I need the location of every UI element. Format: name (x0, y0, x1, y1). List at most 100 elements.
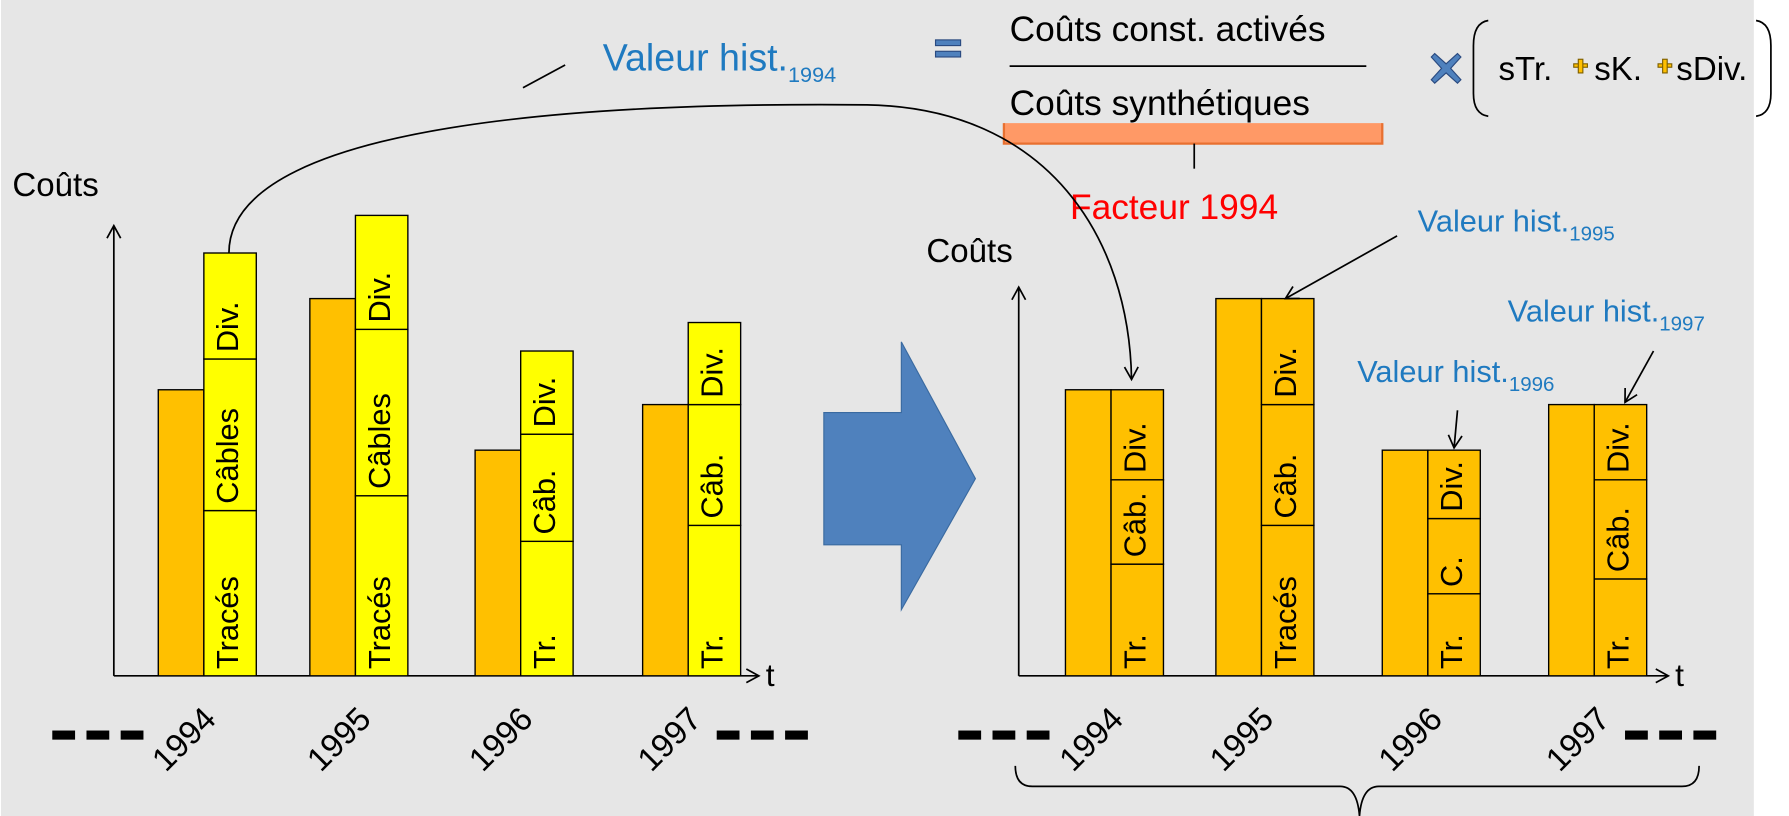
segment-label: Câb. (1268, 454, 1303, 519)
term: sDiv. (1676, 51, 1747, 88)
segment-label: Tracés (362, 576, 397, 669)
bar (1547, 403, 1595, 677)
segment-label: Tr. (1434, 634, 1469, 669)
bar (474, 449, 522, 677)
segment-label: Div. (362, 272, 397, 323)
segment-label: Div. (527, 377, 562, 428)
y-label: Coûts (12, 167, 98, 204)
dash (86, 730, 110, 740)
segment (1110, 563, 1165, 677)
segment-label: Div. (1434, 461, 1469, 512)
lhs-label: Valeur hist. (603, 37, 788, 79)
dash (958, 730, 982, 740)
annotation-arrow (1283, 235, 1398, 300)
paren-left (1472, 19, 1489, 118)
bar (641, 403, 689, 677)
times-icon (1430, 52, 1462, 84)
segment (354, 495, 409, 677)
equals-icon (934, 39, 962, 58)
segment-label: Câb. (1117, 492, 1152, 557)
segment-label: Div. (1117, 422, 1152, 473)
segment-label: Tracés (210, 576, 245, 669)
lhs-sub: 1994 (788, 62, 836, 87)
segment (520, 433, 574, 543)
segment (687, 403, 742, 527)
bar (1381, 449, 1429, 677)
annotation-sub: 1996 (1509, 373, 1555, 396)
segment (354, 214, 409, 331)
segment (1593, 403, 1648, 481)
annotation-label: Valeur hist. (1508, 293, 1660, 328)
x-label: t (766, 657, 775, 693)
segment-label: Tr. (695, 634, 730, 669)
background (1, 0, 1754, 816)
segment-label: Câb. (527, 470, 562, 535)
transform-arrow (823, 341, 977, 612)
annotation-sub: 1997 (1659, 313, 1705, 336)
segment (1110, 389, 1165, 481)
y-label: Coûts (926, 233, 1012, 270)
dash (1625, 730, 1648, 740)
segment-label: Div. (695, 347, 730, 398)
segment (687, 524, 742, 677)
annotation: Valeur hist.1997 (1508, 293, 1705, 335)
annotation-arrow (1624, 350, 1655, 404)
x-label: t (1675, 657, 1684, 693)
segment-label: Câbles (362, 393, 397, 489)
plus-icon (1573, 58, 1673, 74)
brace-label: Facteur 1994 (1070, 188, 1278, 227)
segment (354, 328, 409, 497)
segment (203, 252, 257, 360)
segment-label: Tr. (527, 634, 562, 669)
segment-label: Câb. (1601, 507, 1636, 572)
segment-label: Câb. (695, 454, 730, 519)
segment-label: Div. (1268, 347, 1303, 398)
segment (1593, 578, 1648, 677)
segment (1427, 517, 1481, 595)
bar (1215, 297, 1263, 677)
segment-label: Tracés (1268, 576, 1303, 669)
segment-label: Tr. (1117, 634, 1152, 669)
dash (1693, 730, 1717, 740)
dash (52, 730, 76, 740)
dash (992, 730, 1016, 740)
annotation-label: Valeur hist. (1418, 203, 1570, 238)
dash (1026, 730, 1050, 740)
term: sK. (1594, 51, 1642, 88)
segment-label: Câbles (210, 408, 245, 504)
annotation-arrow (1447, 410, 1463, 450)
bar (1064, 389, 1112, 677)
pointer (522, 64, 566, 89)
dash (716, 730, 740, 740)
annotation-label: Valeur hist. (1357, 354, 1509, 389)
lhs: Valeur hist.1994 (603, 37, 836, 87)
denominator: Coûts synthétiques (1010, 84, 1310, 123)
segment-label: C. (1434, 556, 1469, 587)
dash (750, 730, 774, 740)
bar (157, 389, 205, 677)
dash (120, 730, 144, 740)
segment (1427, 593, 1481, 677)
dash (785, 730, 808, 740)
segment (1593, 479, 1648, 580)
brace (1002, 123, 1384, 145)
segment (1260, 524, 1315, 677)
segment (203, 509, 257, 677)
segment (687, 321, 742, 406)
segment-label: Div. (1601, 422, 1636, 473)
segment-label: Tr. (1601, 634, 1636, 669)
annotation: Valeur hist.1996 (1357, 354, 1554, 396)
paren-right (1755, 19, 1772, 118)
connector (228, 103, 1139, 382)
segment (1427, 449, 1481, 520)
dash (1659, 730, 1683, 740)
segment-label: Div. (210, 301, 245, 352)
segment (203, 358, 257, 512)
annotation: Valeur hist.1995 (1418, 203, 1615, 245)
bar (309, 297, 357, 677)
term: sTr. (1499, 51, 1553, 88)
numerator: Coûts const. activés (1010, 10, 1326, 49)
annotation-sub: 1995 (1569, 222, 1615, 245)
